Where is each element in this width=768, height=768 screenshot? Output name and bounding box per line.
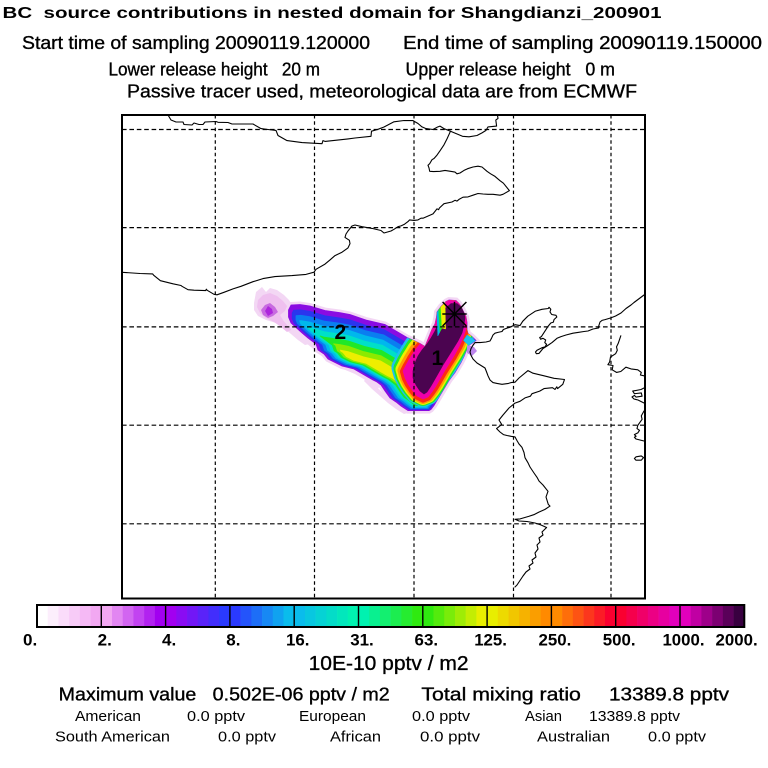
svg-text:End time of sampling 20090119.: End time of sampling 20090119.150000	[403, 33, 762, 53]
svg-text:4.: 4.	[162, 630, 176, 649]
svg-text:Lower release height 20 m: Lower release height 20 m	[109, 60, 321, 80]
svg-text:16.: 16.	[286, 630, 310, 649]
svg-text:8.: 8.	[226, 630, 240, 649]
svg-text:0.0 pptv: 0.0 pptv	[420, 730, 481, 746]
svg-text:African: African	[330, 730, 381, 746]
svg-text:Total mixing ratio: Total mixing ratio	[421, 685, 581, 705]
svg-text:Passive tracer used, meteorolo: Passive tracer used, meteorological data…	[127, 82, 637, 102]
svg-text:American: American	[75, 709, 141, 725]
svg-text:0.0 pptv: 0.0 pptv	[412, 709, 471, 725]
svg-text:Start time of sampling 2009011: Start time of sampling 20090119.120000	[22, 33, 370, 53]
svg-text:31.: 31.	[350, 630, 374, 649]
svg-text:500.: 500.	[603, 630, 636, 649]
svg-text:1000.: 1000.	[662, 630, 704, 649]
svg-text:63.: 63.	[415, 630, 439, 649]
svg-text:Upper release height 0 m: Upper release height 0 m	[406, 60, 616, 80]
svg-text:2: 2	[334, 321, 346, 344]
svg-text:2000.: 2000.	[716, 630, 758, 649]
svg-text:0.: 0.	[23, 630, 37, 649]
svg-text:13389.8 pptv: 13389.8 pptv	[589, 709, 681, 725]
svg-text:13389.8 pptv: 13389.8 pptv	[609, 685, 729, 705]
svg-text:European: European	[299, 709, 366, 725]
svg-text:1: 1	[431, 347, 443, 370]
svg-text:Australian: Australian	[537, 730, 610, 746]
svg-text:South American: South American	[55, 730, 170, 746]
svg-text:Asian: Asian	[525, 709, 562, 725]
svg-text:0.0 pptv: 0.0 pptv	[187, 709, 246, 725]
svg-text:10E-10 pptv / m2: 10E-10 pptv / m2	[309, 653, 469, 675]
svg-text:0.0 pptv: 0.0 pptv	[648, 730, 707, 746]
svg-text:0.0 pptv: 0.0 pptv	[218, 730, 277, 746]
svg-text:250.: 250.	[539, 630, 572, 649]
svg-text:2.: 2.	[98, 630, 112, 649]
svg-text:Maximum value 0.502E-06 pptv: Maximum value 0.502E-06 pptv / m2	[59, 685, 390, 705]
svg-text:125.: 125.	[474, 630, 507, 649]
svg-text:BC source contributions in ne: BC source contributions in nested domain…	[3, 5, 662, 22]
